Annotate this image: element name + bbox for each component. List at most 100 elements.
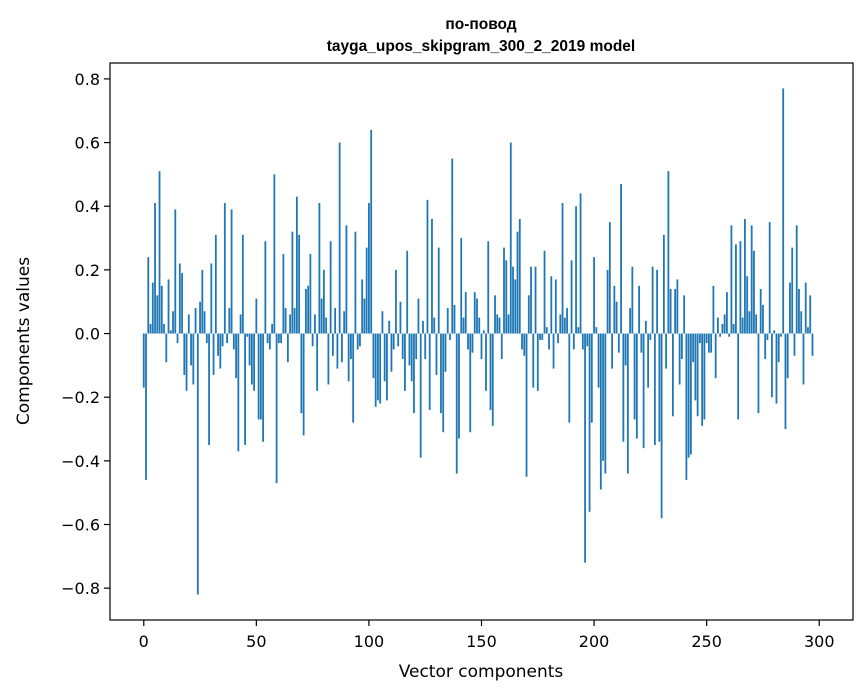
bar bbox=[773, 330, 776, 334]
bar bbox=[665, 333, 668, 369]
bar bbox=[662, 234, 665, 334]
chart-title-line-2: tayga_upos_skipgram_300_2_2019 model bbox=[327, 38, 635, 55]
bar bbox=[192, 333, 195, 385]
bar bbox=[154, 203, 156, 334]
bar bbox=[552, 333, 555, 369]
bar bbox=[437, 247, 440, 334]
bar bbox=[563, 317, 566, 334]
bar bbox=[615, 301, 618, 334]
bar bbox=[458, 333, 460, 439]
bar bbox=[746, 276, 749, 334]
bar bbox=[449, 333, 451, 340]
bar bbox=[246, 333, 249, 337]
y-tick-label: 0.8 bbox=[75, 70, 100, 89]
bar bbox=[735, 244, 737, 334]
bar bbox=[451, 158, 454, 334]
bar bbox=[561, 203, 564, 334]
bar bbox=[298, 234, 301, 334]
bar bbox=[651, 266, 654, 334]
bar bbox=[395, 269, 397, 334]
bar bbox=[674, 288, 677, 334]
bar bbox=[496, 314, 499, 334]
bar bbox=[478, 317, 481, 334]
bar bbox=[678, 333, 681, 385]
bar bbox=[467, 333, 469, 350]
bar bbox=[638, 285, 641, 334]
bar bbox=[453, 304, 456, 334]
plot-frame bbox=[109, 62, 854, 621]
bar bbox=[185, 333, 188, 391]
bar bbox=[732, 323, 735, 334]
bar bbox=[273, 174, 276, 334]
y-tick-label: −0.4 bbox=[61, 452, 100, 471]
bar bbox=[363, 298, 366, 334]
bar bbox=[219, 333, 222, 369]
bar bbox=[383, 333, 386, 382]
bar bbox=[275, 333, 278, 484]
bar bbox=[205, 333, 208, 344]
bar bbox=[473, 292, 476, 334]
bar bbox=[771, 333, 773, 398]
bar bbox=[293, 308, 296, 334]
bar bbox=[401, 333, 404, 359]
bar bbox=[764, 333, 767, 359]
bar bbox=[608, 222, 611, 334]
y-axis-ticks: −0.8 −0.6 −0.4 −0.2 0.0 0.2 0.4 0.6 0.8 bbox=[61, 70, 110, 598]
bar bbox=[307, 285, 310, 334]
bar bbox=[295, 196, 298, 334]
bar bbox=[455, 333, 458, 474]
bar bbox=[244, 333, 246, 445]
bar bbox=[476, 298, 478, 334]
bar bbox=[548, 333, 550, 350]
bar bbox=[755, 314, 758, 334]
bar bbox=[426, 199, 429, 334]
bar bbox=[309, 253, 312, 334]
bar bbox=[304, 288, 307, 334]
y-tick-label: −0.2 bbox=[61, 388, 100, 407]
bar bbox=[196, 333, 199, 595]
bar bbox=[685, 333, 688, 480]
bar bbox=[708, 333, 710, 353]
bar bbox=[149, 323, 152, 334]
bar bbox=[566, 308, 568, 334]
bar bbox=[559, 314, 562, 334]
bar bbox=[613, 285, 616, 334]
bar bbox=[494, 295, 496, 334]
bar bbox=[487, 241, 490, 334]
bar bbox=[419, 333, 422, 458]
bar bbox=[692, 333, 695, 363]
bar bbox=[228, 308, 231, 334]
bar bbox=[235, 333, 237, 379]
bar bbox=[525, 333, 528, 477]
bar bbox=[541, 333, 544, 340]
bar bbox=[190, 333, 192, 366]
x-axis-label: Vector components bbox=[399, 662, 564, 682]
bar bbox=[593, 257, 595, 334]
bar bbox=[660, 333, 663, 519]
bar bbox=[350, 333, 352, 359]
bar bbox=[142, 333, 145, 388]
bar bbox=[595, 327, 598, 334]
bar bbox=[406, 250, 409, 334]
bar bbox=[696, 333, 699, 417]
bar bbox=[505, 260, 508, 334]
bar bbox=[793, 333, 796, 356]
bar bbox=[172, 311, 174, 334]
bar bbox=[232, 333, 235, 350]
bar bbox=[417, 298, 420, 334]
bar bbox=[178, 263, 181, 334]
bar bbox=[728, 333, 731, 337]
bar bbox=[532, 333, 535, 388]
bar bbox=[183, 333, 186, 375]
bar bbox=[557, 333, 559, 344]
bar bbox=[521, 333, 523, 350]
bar bbox=[284, 308, 287, 334]
bar bbox=[318, 203, 321, 334]
bar bbox=[518, 218, 521, 334]
y-tick-label: 0.4 bbox=[75, 197, 100, 216]
bar bbox=[629, 308, 631, 334]
bar bbox=[748, 311, 751, 334]
bar bbox=[286, 333, 289, 363]
bar bbox=[413, 333, 415, 414]
